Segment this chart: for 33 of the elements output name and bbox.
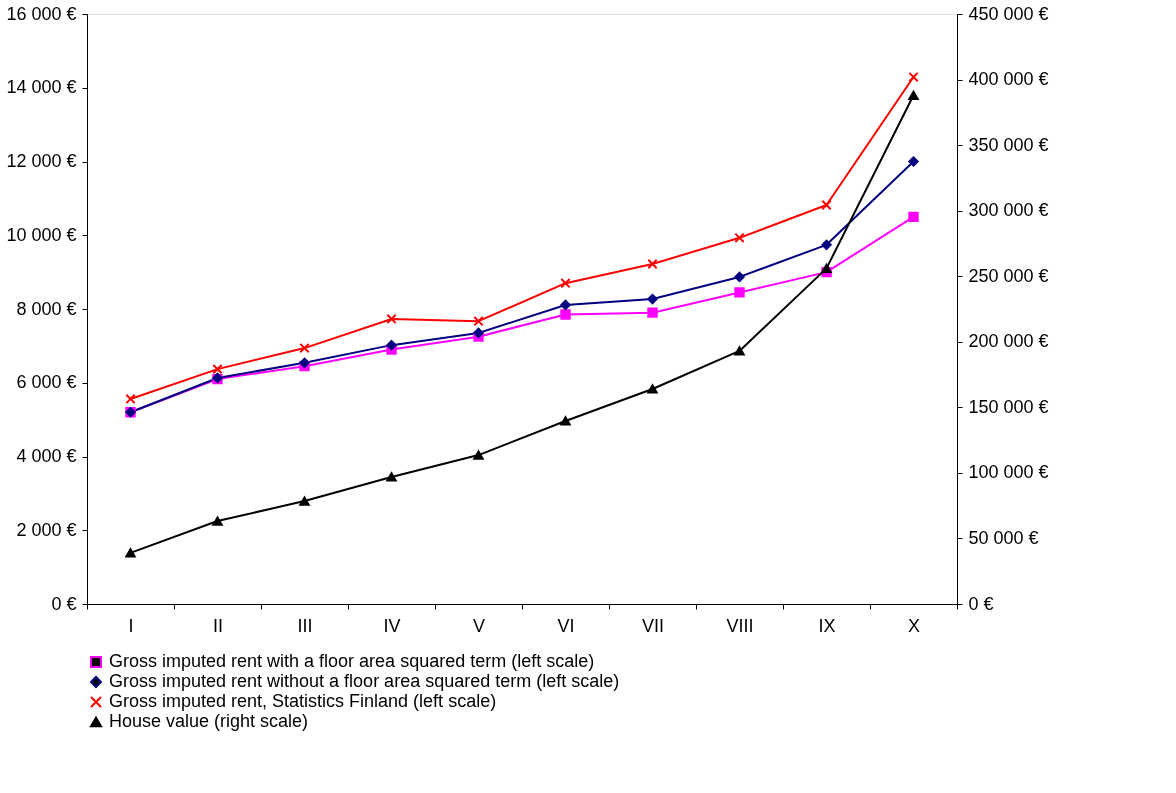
x-tick-label: X bbox=[907, 615, 921, 636]
legend-label: Gross imputed rent with a floor area squared term (left scale) bbox=[109, 651, 595, 671]
legend-label: House value (right scale) bbox=[109, 711, 309, 731]
x-tick-label: I bbox=[128, 615, 134, 636]
y-tick-label: 16 000 € bbox=[6, 3, 77, 24]
x-tick-label: III bbox=[297, 615, 313, 636]
x-tick-label: II bbox=[212, 615, 224, 636]
y2-tick-label: 200 000 € bbox=[968, 331, 1049, 352]
y-tick-label: 6 000 € bbox=[16, 372, 77, 393]
y-tick-label: 0 € bbox=[51, 593, 77, 614]
y-tick-label: 12 000 € bbox=[6, 151, 77, 171]
y2-tick-label: 0 € bbox=[968, 593, 994, 614]
x-tick-label: V bbox=[472, 615, 486, 636]
y-tick-label: 2 000 € bbox=[16, 519, 77, 540]
x-tick-label: VII bbox=[641, 615, 665, 636]
y2-tick-label: 100 000 € bbox=[968, 462, 1049, 483]
y-tick-label: 14 000 € bbox=[6, 77, 77, 98]
y2-tick-label: 250 000 € bbox=[968, 265, 1049, 286]
y2-tick-label: 50 000 € bbox=[968, 527, 1039, 548]
y-tick-label: 10 000 € bbox=[6, 224, 77, 245]
y2-tick-label: 350 000 € bbox=[968, 134, 1049, 155]
y2-tick-label: 400 000 € bbox=[968, 69, 1049, 90]
x-tick-label: IX bbox=[818, 615, 836, 636]
legend-label: Gross imputed rent, Statistics Finland (left scale) bbox=[109, 691, 497, 711]
y2-tick-label: 150 000 € bbox=[968, 396, 1049, 417]
legend-label: Gross imputed rent without a floor area squared term (left scale) bbox=[109, 671, 620, 691]
y2-tick-label: 300 000 € bbox=[968, 200, 1049, 221]
x-tick-label: VIII bbox=[726, 615, 754, 636]
x-tick-label: VI bbox=[557, 615, 575, 636]
x-tick-label: IV bbox=[383, 615, 401, 636]
y-tick-label: 8 000 € bbox=[16, 298, 77, 319]
y-tick-label: 4 000 € bbox=[16, 446, 77, 466]
y2-tick-label: 450 000 € bbox=[968, 3, 1049, 24]
